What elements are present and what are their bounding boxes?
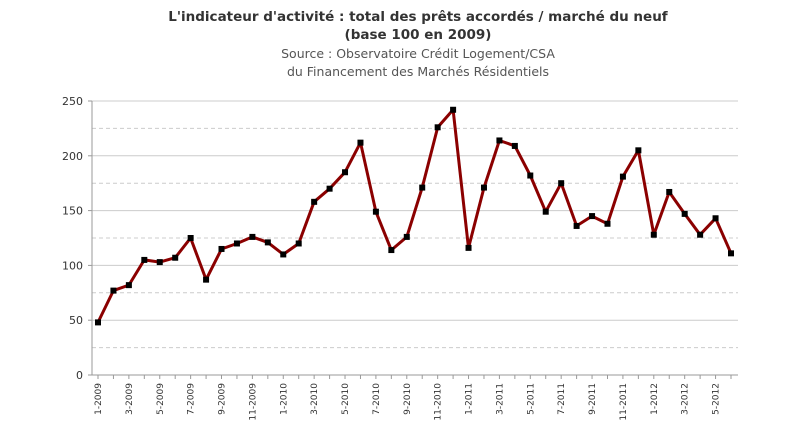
data-point	[264, 239, 271, 246]
x-tick-label: 3-2011	[495, 383, 505, 415]
data-point	[681, 210, 688, 217]
data-point	[295, 240, 302, 247]
x-tick-label: 11-2010	[434, 383, 444, 421]
data-point	[403, 233, 410, 240]
data-point	[419, 184, 426, 191]
y-tick-label: 200	[62, 150, 83, 163]
data-point	[156, 259, 163, 266]
data-point	[342, 169, 349, 176]
data-point	[480, 184, 487, 191]
data-point	[125, 282, 132, 289]
x-tick-label: 7-2009	[187, 383, 197, 415]
x-tick-label: 7-2011	[557, 383, 567, 415]
data-point	[388, 247, 395, 254]
x-tick-label: 9-2009	[218, 383, 228, 415]
chart-title-line2: (base 100 en 2009)	[345, 27, 492, 43]
chart-title-line1: L'indicateur d'activité : total des prêt…	[168, 9, 668, 25]
x-tick-label: 3-2012	[681, 383, 691, 415]
data-point	[172, 254, 179, 261]
x-tick-label: 11-2009	[248, 383, 258, 421]
data-point	[450, 106, 457, 113]
data-point	[697, 231, 704, 238]
data-point	[728, 250, 734, 257]
data-point	[465, 244, 472, 251]
axes: 0 50 100 150 200 250 1-2009 3-2009 5-2009 7-2009 9…	[62, 95, 738, 421]
x-tick-label: 7-2010	[372, 383, 382, 415]
x-tick-label: 3-2009	[125, 383, 135, 415]
data-point	[589, 213, 596, 220]
data-point	[372, 208, 379, 215]
data-point	[619, 173, 626, 180]
data-point	[203, 276, 210, 283]
x-tick-label: 5-2010	[341, 383, 351, 415]
data-point	[666, 188, 673, 195]
data-point	[558, 180, 565, 187]
data-point	[187, 235, 194, 241]
y-tick-label: 0	[76, 369, 83, 382]
data-point	[635, 147, 642, 154]
x-tick-label: 5-2011	[526, 383, 536, 415]
chart-subtitle-line1: Source : Observatoire Crédit Logement/CS…	[281, 46, 555, 61]
grid	[92, 100, 738, 349]
series-line-path	[96, 108, 733, 324]
x-tick-label: 3-2010	[310, 383, 320, 415]
data-point	[604, 220, 611, 227]
data-point	[527, 172, 534, 179]
x-tick-label: 1-2011	[465, 383, 475, 415]
data-point	[110, 287, 117, 294]
x-tick-label: 5-2009	[156, 383, 166, 415]
x-tick-label: 5-2012	[712, 383, 722, 415]
x-tick-label: 1-2010	[279, 383, 289, 415]
data-point	[357, 139, 364, 146]
data-point	[542, 208, 549, 215]
data-point	[280, 251, 287, 258]
series-markers	[95, 106, 734, 326]
data-point	[650, 231, 657, 238]
chart-subtitle-line2: du Financement des Marchés Résidentiels	[287, 64, 549, 79]
data-point	[141, 256, 148, 263]
x-tick-label: 9-2010	[403, 383, 413, 415]
x-tick-label: 1-2012	[650, 383, 660, 415]
data-point	[511, 142, 518, 149]
y-tick-label: 250	[62, 95, 83, 108]
data-point	[233, 240, 240, 247]
data-point	[95, 319, 101, 326]
x-tick-label: 1-2009	[94, 383, 104, 415]
data-point	[249, 233, 256, 240]
data-point	[496, 137, 503, 144]
x-tick-label: 9-2011	[588, 383, 598, 415]
series-line	[96, 108, 733, 324]
data-point	[712, 215, 719, 222]
data-point	[434, 124, 441, 131]
data-point	[573, 222, 580, 229]
y-tick-label: 50	[69, 314, 83, 327]
data-point	[311, 198, 318, 205]
data-point	[326, 185, 333, 192]
y-tick-label: 150	[62, 205, 83, 218]
data-point	[218, 245, 225, 252]
y-tick-label: 100	[62, 259, 83, 272]
x-tick-label: 11-2011	[619, 383, 629, 421]
